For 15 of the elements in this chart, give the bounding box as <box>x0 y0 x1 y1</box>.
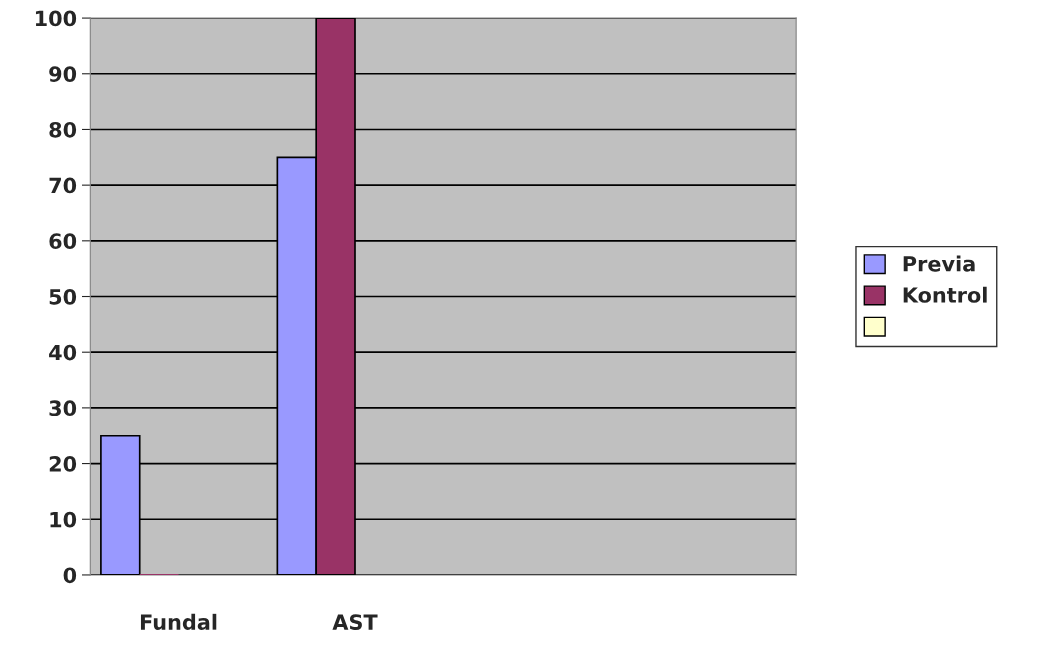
y-tick-label: 60 <box>49 233 77 250</box>
y-tick-label: 100 <box>35 10 77 27</box>
y-tick-label: 70 <box>49 177 77 194</box>
y-tick-label: 50 <box>49 288 77 305</box>
x-tick-label: Fundal <box>140 613 217 630</box>
y-tick-label: 40 <box>49 344 77 361</box>
y-tick-label: 80 <box>49 121 77 138</box>
y-tick-label: 30 <box>49 400 77 417</box>
y-tick-label: 20 <box>49 456 77 472</box>
legend-label: Previa <box>903 255 975 272</box>
y-tick-label: 0 <box>63 567 77 584</box>
x-tick-label: AST <box>332 614 378 630</box>
legend-label: Kontrol <box>903 286 987 303</box>
y-tick-label: 10 <box>50 511 77 528</box>
y-tick-label: 90 <box>49 66 77 82</box>
